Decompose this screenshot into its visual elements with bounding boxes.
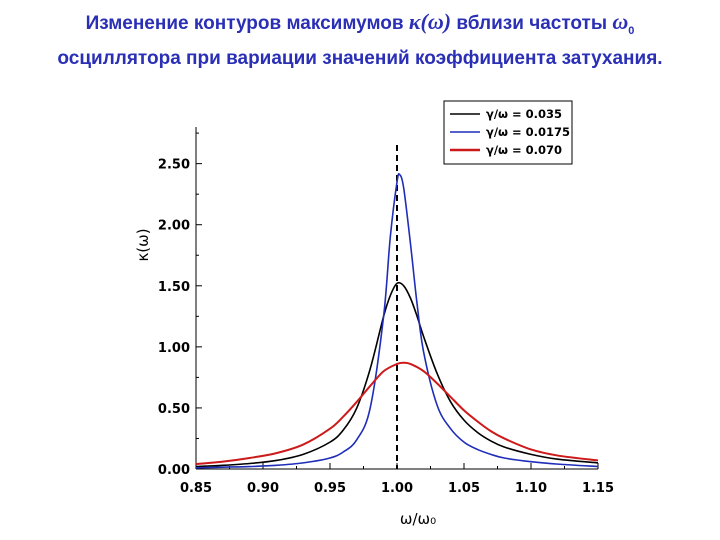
y-tick-label: 0.50 — [158, 402, 190, 417]
series-line-1 — [195, 281, 599, 468]
x-tick-label: 1.05 — [448, 481, 480, 496]
omega-symbol: ω — [612, 9, 629, 34]
chart-marks — [195, 145, 599, 469]
kappa-omega-symbol: κ(ω) — [408, 9, 452, 34]
x-tick-label: 0.85 — [180, 481, 212, 496]
series-line-2 — [195, 172, 599, 469]
y-tick-label: 0.00 — [158, 463, 190, 478]
chart-axes: 0.85 0.90 0.95 1.00 1.05 1.10 1.15 0.00 0.50 1.00… — [158, 127, 614, 496]
legend-box — [443, 100, 573, 165]
title-line-1-prefix: Изменение контуров максимумов — [85, 13, 404, 34]
title-line-1-mid: вблизи частоты — [456, 13, 608, 34]
legend-entry-3: γ/ω = 0.070 — [486, 143, 562, 157]
x-tick-label: 0.90 — [247, 481, 279, 496]
y-tick-label: 1.00 — [158, 341, 190, 356]
chart-legend: γ/ω = 0.035 γ/ω = 0.0175 γ/ω = 0.070 — [443, 100, 573, 165]
y-tick-label: 2.50 — [158, 158, 190, 173]
y-tick-label: 1.50 — [158, 280, 190, 295]
x-tick-label: 1.15 — [582, 481, 614, 496]
y-tick-label: 2.00 — [158, 219, 190, 234]
title-line-2: осциллятора при вариации значений коэффи… — [57, 47, 663, 69]
slide-title: Изменение контуров максимумов κ(ω) вблиз… — [0, 8, 720, 73]
y-axis-label: κ(ω) — [134, 228, 152, 261]
x-axis-label: ω/ω₀ — [400, 510, 436, 528]
series-line-3 — [195, 361, 599, 466]
x-tick-label: 0.95 — [314, 481, 346, 496]
x-tick-label: 1.00 — [381, 481, 413, 496]
omega-subscript: 0 — [628, 24, 635, 37]
title-line-1: Изменение контуров максимумов κ(ω) вблиз… — [0, 8, 720, 45]
legend-entry-2: γ/ω = 0.0175 — [486, 125, 570, 139]
legend-entry-1: γ/ω = 0.035 — [486, 107, 562, 121]
x-tick-label: 1.10 — [515, 481, 547, 496]
